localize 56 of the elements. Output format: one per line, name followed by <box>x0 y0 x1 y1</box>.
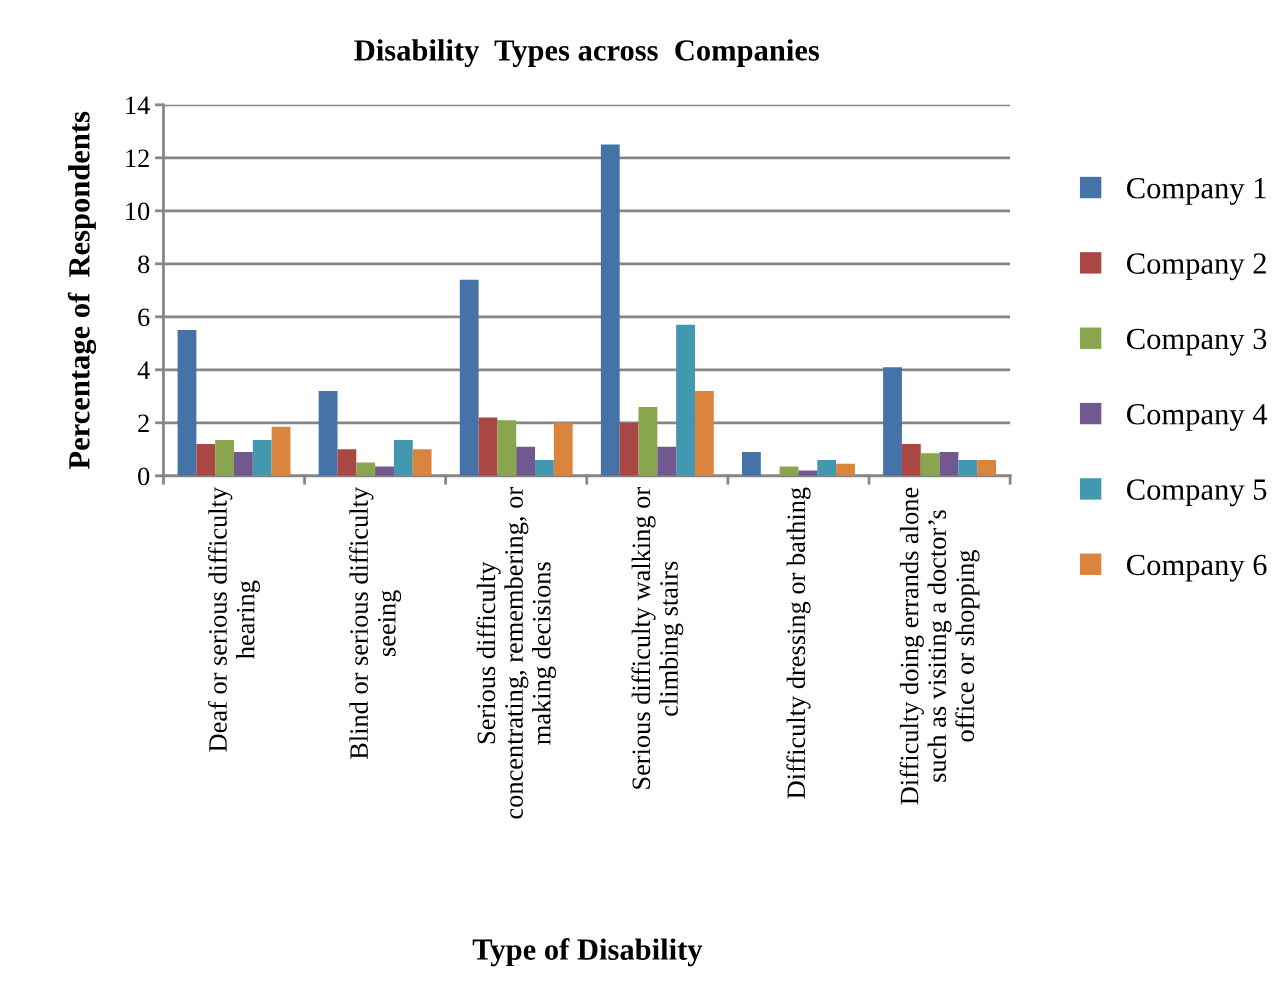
bar <box>798 470 818 476</box>
y-tick-label: 10 <box>126 202 150 221</box>
bar <box>535 459 554 476</box>
legend-label: Company 2 <box>1127 253 1266 281</box>
y-tick-label: 6 <box>138 308 150 327</box>
bar <box>619 422 639 476</box>
y-tick-label: 12 <box>126 149 149 167</box>
bar <box>553 422 573 476</box>
y-axis-title: Percentage of Respondents <box>67 111 97 469</box>
y-tick-label: 4 <box>137 361 150 379</box>
y-tick-label: 8 <box>138 255 150 274</box>
legend-label: Company 4 <box>1127 404 1268 431</box>
legend-label: Company 1 <box>1127 178 1266 205</box>
bar <box>234 451 253 476</box>
bar <box>676 324 695 476</box>
bar <box>412 449 432 476</box>
y-tick-label: 0 <box>138 467 150 486</box>
bar <box>958 459 978 476</box>
x-tick-label: Difficulty doing errands alone such as visiting a doctor’s office or shopping <box>899 487 980 805</box>
y-tick-label: 14 <box>126 96 150 114</box>
bar <box>920 453 940 476</box>
legend-label: Company 3 <box>1127 328 1267 356</box>
bar <box>271 426 291 476</box>
y-tick-label: 2 <box>138 414 149 432</box>
bar <box>393 440 413 476</box>
bar <box>252 440 272 476</box>
x-tick-label: Blind or serious difficulty seeing <box>349 486 402 760</box>
bar <box>337 449 357 476</box>
bar <box>657 446 677 476</box>
bar <box>177 330 197 476</box>
bar <box>600 144 620 476</box>
bar <box>977 459 996 476</box>
x-axis-title: Type of Disability <box>472 938 703 967</box>
bar <box>478 417 498 476</box>
legend-label: Company 5 <box>1127 479 1267 507</box>
bar <box>836 463 855 476</box>
bar <box>638 406 658 476</box>
x-tick-label: Serious difficulty concentrating, remembering, or making decisions <box>476 487 557 819</box>
bar <box>694 390 714 476</box>
bar <box>196 443 216 476</box>
bar <box>901 443 921 476</box>
bar <box>459 279 479 476</box>
x-tick-label: Deaf or serious difficulty hearing <box>208 486 260 752</box>
bar <box>497 420 517 476</box>
x-tick-label: Difficulty dressing or bathing <box>786 487 811 799</box>
chart-title: Disability Types across Companies <box>354 39 820 67</box>
legend-label: Company 6 <box>1127 554 1267 582</box>
bar <box>817 459 837 476</box>
x-tick-label: Serious difficulty walking or climbing stairs <box>631 487 684 789</box>
bar <box>939 451 959 476</box>
bar <box>883 367 902 476</box>
bar <box>318 390 338 476</box>
bar <box>516 446 536 476</box>
bar <box>215 440 235 476</box>
bar <box>742 451 761 476</box>
bar <box>356 462 376 476</box>
